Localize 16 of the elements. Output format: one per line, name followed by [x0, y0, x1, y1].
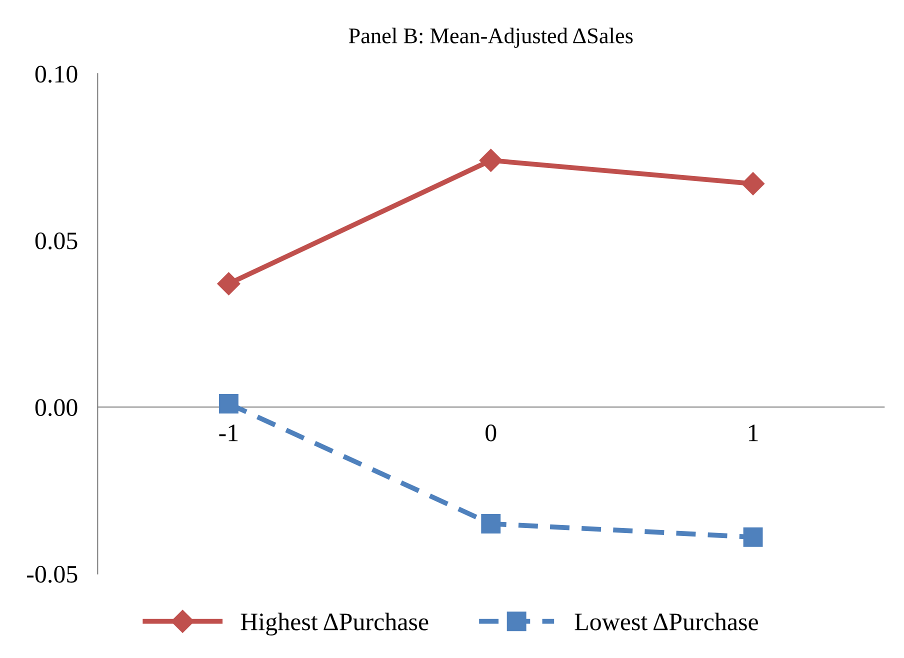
- point: [479, 148, 502, 172]
- x-tick-label: 1: [748, 424, 758, 442]
- y-tick-label: 0.00: [35, 399, 78, 416]
- point: [742, 172, 765, 196]
- y-tick-label: -0.05: [27, 566, 78, 583]
- x-tick-label: -1: [219, 424, 238, 442]
- point: [218, 394, 238, 414]
- point: [481, 514, 501, 534]
- point: [217, 272, 240, 296]
- chart-title: Panel B: Mean-Adjusted ΔSales: [348, 28, 633, 48]
- legend-label: Highest ΔPurchase: [240, 612, 428, 636]
- x-tick-label: 0: [486, 424, 496, 442]
- legend-label: Lowest ΔPurchase: [574, 612, 758, 630]
- y-tick-label: 0.10: [35, 66, 78, 83]
- y-tick-label: 0.05: [35, 232, 78, 250]
- point: [743, 527, 763, 547]
